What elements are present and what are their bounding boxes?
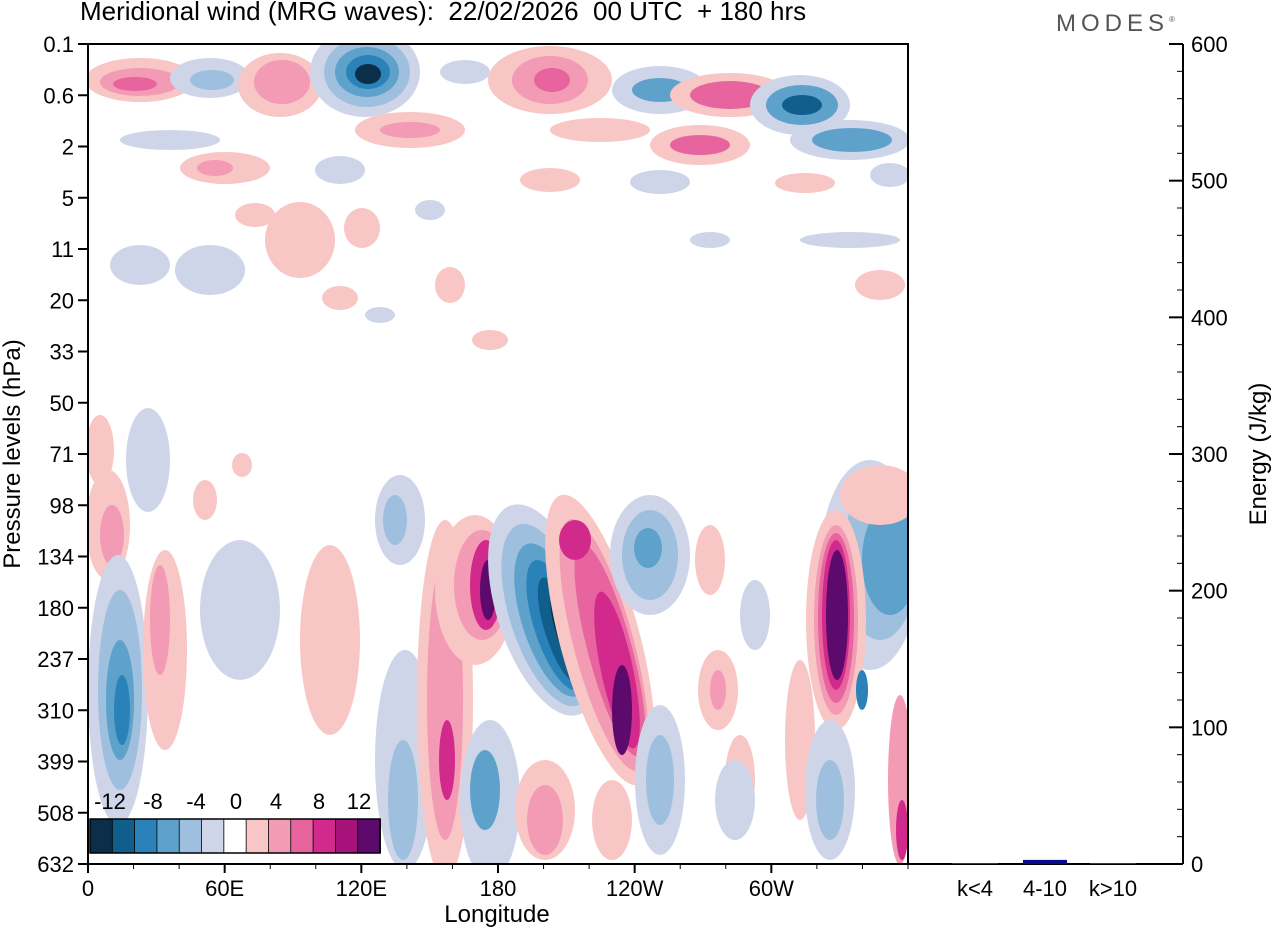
energy-bar <box>1023 859 1067 864</box>
y-tick-label: 0.6 <box>43 83 74 108</box>
cb-label-neg4: -4 <box>186 789 206 814</box>
colorbar-swatch <box>89 818 114 854</box>
colorbar-swatch <box>134 818 158 854</box>
x-tick-label: 60E <box>205 876 244 901</box>
colorbar-swatch <box>357 818 381 854</box>
energy-categories: k<4 4-10 k>10 <box>957 876 1137 901</box>
y-tick-label: 5 <box>62 186 74 211</box>
colorbar: -12 -8 -4 0 4 8 12 <box>89 789 381 854</box>
energy-category-label: 4-10 <box>1023 876 1067 901</box>
colorbar-frame <box>89 818 381 854</box>
energy-y-label: 500 <box>1191 169 1228 194</box>
y-tick-label: 50 <box>50 391 74 416</box>
y-tick-label: 310 <box>37 698 74 723</box>
cb-label-8: 8 <box>313 789 325 814</box>
cb-label-0: 0 <box>230 789 242 814</box>
cb-label-neg12: -12 <box>94 789 126 814</box>
x-tick-label: 60W <box>749 876 794 901</box>
brand-mark: ® <box>1169 15 1175 24</box>
y-tick-label: 399 <box>37 750 74 775</box>
colorbar-labels: -12 -8 -4 0 4 8 12 <box>94 789 371 814</box>
colorbar-swatch <box>312 818 337 854</box>
energy-axis-title: Energy (J/kg) <box>1245 383 1272 526</box>
colorbar-swatch <box>290 818 314 854</box>
x-tick-label: 120W <box>606 876 664 901</box>
y-tick-label: 134 <box>37 545 74 570</box>
y-tick-label: 33 <box>50 340 74 365</box>
energy-category-label: k<4 <box>957 876 993 901</box>
cb-label-4: 4 <box>270 789 282 814</box>
y-tick-label: 11 <box>51 237 74 262</box>
pressure-axis: 0.1 0.6 2 5 11 20 33 50 71 98 134 180 237 310 399 508 63… <box>37 32 88 877</box>
y-tick-label: 2 <box>62 135 74 160</box>
energy-category-label: k>10 <box>1089 876 1137 901</box>
energy-y-label: 300 <box>1191 442 1228 467</box>
y-tick-label: 98 <box>50 493 74 518</box>
y-axis-title: Pressure levels (hPa) <box>0 339 26 568</box>
colorbar-swatch <box>178 818 203 854</box>
energy-panel: 0 100 200 300 400 500 600 k<4 4-10 k>10 Energy (… <box>908 32 1272 901</box>
x-tick-label: 120E <box>336 876 387 901</box>
brand-text: MODES <box>1056 10 1170 37</box>
colorbar-swatch <box>334 818 359 854</box>
colorbar-swatch <box>111 818 136 854</box>
colorbar-swatch <box>156 818 181 854</box>
colorbar-swatch <box>268 818 292 854</box>
colorbar-swatch <box>245 818 270 854</box>
colorbar-swatches <box>89 818 381 854</box>
y-tick-label: 508 <box>37 801 74 826</box>
y-tick-label: 237 <box>37 647 74 672</box>
longitude-axis: 0 60E 120E 180 120W 60W <box>82 864 909 901</box>
chart-title: Meridional wind (MRG waves): 22/02/2026 … <box>80 0 807 26</box>
colorbar-swatch <box>201 818 225 854</box>
y-tick-label: 0.1 <box>43 32 74 57</box>
y-tick-label: 20 <box>50 288 74 313</box>
energy-y-label: 600 <box>1191 32 1228 57</box>
energy-bar <box>1090 863 1136 864</box>
cb-label-neg8: -8 <box>143 789 163 814</box>
energy-y-label: 200 <box>1191 579 1228 604</box>
y-tick-label: 180 <box>37 596 74 621</box>
y-tick-label: 632 <box>37 852 74 877</box>
y-tick-label: 71 <box>50 442 74 467</box>
x-tick-label: 0 <box>82 876 94 901</box>
energy-y-label: 100 <box>1191 715 1228 740</box>
energy-y-label: 400 <box>1191 305 1228 330</box>
energy-y-label: 0 <box>1191 852 1203 877</box>
energy-y-axis: 0 100 200 300 400 500 600 <box>1169 32 1228 877</box>
energy-bar <box>952 863 998 864</box>
cb-label-12: 12 <box>347 789 371 814</box>
brand-logo: MODES® <box>1056 10 1175 38</box>
x-axis-title: Longitude <box>444 901 549 928</box>
contour-field <box>88 44 908 864</box>
colorbar-swatch <box>223 818 248 854</box>
x-tick-label: 180 <box>480 876 517 901</box>
energy-bars <box>952 859 1136 864</box>
